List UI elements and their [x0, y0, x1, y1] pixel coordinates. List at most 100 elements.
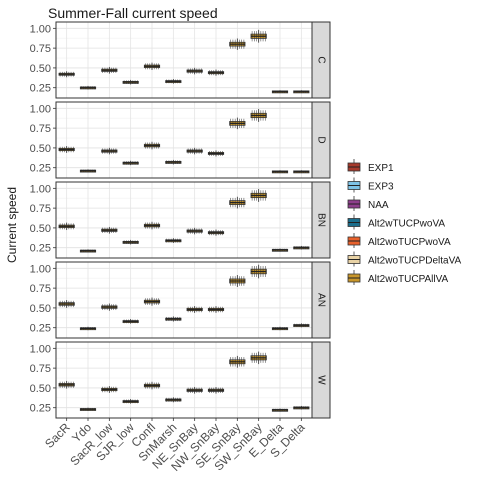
box-snmarsh — [165, 316, 182, 322]
facet-strip — [311, 341, 331, 419]
legend-label: Alt2woTUCPwoVA — [368, 237, 451, 248]
box-s_delta — [293, 323, 310, 328]
box-s_delta — [293, 170, 310, 174]
box-e_delta — [271, 90, 289, 94]
box-ydo — [79, 85, 97, 90]
box-ydo — [79, 407, 97, 411]
y-tick-label: 0.75 — [30, 283, 51, 295]
y-tick-label: 0.25 — [30, 163, 51, 175]
legend-label: Alt2wTUCPwoVA — [368, 219, 445, 230]
y-tick-label: 0.50 — [30, 303, 51, 315]
box-sjr_low — [122, 239, 139, 245]
box-sw_snbay — [250, 188, 267, 202]
y-tick-label: 0.50 — [30, 223, 51, 235]
y-tick-label: 0.50 — [30, 63, 51, 75]
legend-item: Alt2woTUCPwoVA — [347, 233, 451, 248]
y-tick-label: 0.50 — [30, 143, 51, 155]
box-nw_snbay — [207, 229, 225, 236]
box-sacr_low — [101, 303, 118, 311]
box-se_snbay — [229, 38, 246, 50]
facet-label: AN — [315, 293, 326, 307]
box-ydo — [79, 326, 97, 331]
box-snmarsh — [165, 79, 182, 84]
legend-item: EXP1 — [347, 159, 394, 174]
box-e_delta — [271, 170, 289, 174]
facet-label: W — [315, 375, 326, 385]
box-sw_snbay — [250, 351, 267, 365]
box-ydo — [79, 249, 97, 253]
legend-label: EXP1 — [368, 163, 394, 174]
box-e_delta — [271, 326, 289, 331]
panel-background — [56, 182, 312, 258]
box-sw_snbay — [250, 108, 267, 122]
box-ne_snbay — [186, 67, 203, 75]
legend: EXP1 EXP3 NAA Alt2wTUCPwoVA Alt2woTUCPwoVA Al… — [347, 159, 462, 285]
y-tick-label: 1.00 — [30, 343, 51, 355]
box-sacr — [58, 71, 75, 78]
box-sacr_low — [101, 226, 118, 234]
facet-label: D — [315, 136, 326, 143]
legend-item: Alt2woTUCPDeltaVA — [347, 251, 462, 267]
panel-w: 0.25 0.50 0.75 1.00 W — [30, 341, 331, 419]
box-e_delta — [271, 248, 289, 252]
box-nw_snbay — [207, 386, 225, 394]
facet-strip — [311, 261, 331, 339]
box-sw_snbay — [250, 264, 267, 279]
legend-label: Alt2woTUCPDeltaVA — [368, 256, 462, 267]
box-ne_snbay — [186, 386, 203, 394]
legend-item: Alt2wTUCPwoVA — [347, 214, 445, 230]
panel-background — [56, 102, 312, 178]
box-sacr_low — [101, 386, 118, 393]
y-tick-label: 0.50 — [30, 383, 51, 395]
legend-label: NAA — [368, 200, 389, 211]
y-tick-label: 1.00 — [30, 263, 51, 275]
box-confl — [143, 141, 161, 150]
box-se_snbay — [229, 275, 246, 287]
box-s_delta — [293, 405, 310, 410]
chart-title: Summer-Fall current speed — [48, 5, 218, 21]
box-nw_snbay — [207, 69, 225, 76]
box-sjr_low — [122, 399, 139, 404]
y-tick-label: 0.25 — [30, 403, 51, 415]
box-se_snbay — [229, 117, 246, 130]
legend-item: Alt2woTUCPAllVA — [347, 270, 449, 285]
y-tick-label: 0.75 — [30, 43, 51, 55]
box-snmarsh — [165, 159, 182, 165]
facet-strip — [311, 21, 331, 99]
box-sacr_low — [101, 147, 118, 155]
panel-an: 0.25 0.50 0.75 1.00 AN — [30, 261, 331, 339]
y-tick-label: 0.25 — [30, 323, 51, 335]
panel-background — [56, 262, 312, 338]
y-tick-label: 1.00 — [30, 183, 51, 195]
x-tick-labels: SacRYdoSacR_lowSJR_lowConflSnMarshNE_SnB… — [42, 418, 308, 474]
facet-label: C — [315, 56, 326, 63]
y-tick-label: 1.00 — [30, 103, 51, 115]
box-confl — [143, 62, 161, 71]
box-sacr — [58, 300, 75, 308]
box-sjr_low — [122, 319, 139, 324]
box-ydo — [79, 169, 97, 173]
box-sjr_low — [122, 79, 139, 85]
y-axis-label: Current speed — [5, 187, 19, 263]
panel-background — [56, 342, 312, 418]
box-e_delta — [271, 408, 289, 412]
facet-strip — [311, 181, 331, 259]
box-confl — [143, 221, 161, 230]
box-sjr_low — [122, 160, 139, 166]
facet-strip — [311, 101, 331, 179]
legend-item: NAA — [347, 196, 389, 211]
panel-c: 0.25 0.50 0.75 1.00 C — [30, 21, 331, 99]
box-ne_snbay — [186, 227, 203, 235]
box-nw_snbay — [207, 306, 225, 313]
box-ne_snbay — [186, 306, 203, 313]
box-sacr — [58, 222, 75, 231]
box-sacr_low — [101, 66, 118, 74]
box-confl — [143, 381, 161, 390]
y-tick-label: 0.25 — [30, 243, 51, 255]
panels: 0.250.500.751.00C0.250.500.751.00D0.250.… — [30, 21, 331, 419]
box-s_delta — [293, 90, 310, 94]
panel-d: 0.25 0.50 0.75 1.00 D — [30, 101, 331, 179]
box-sacr — [58, 380, 75, 389]
facet-label: BN — [315, 213, 326, 227]
